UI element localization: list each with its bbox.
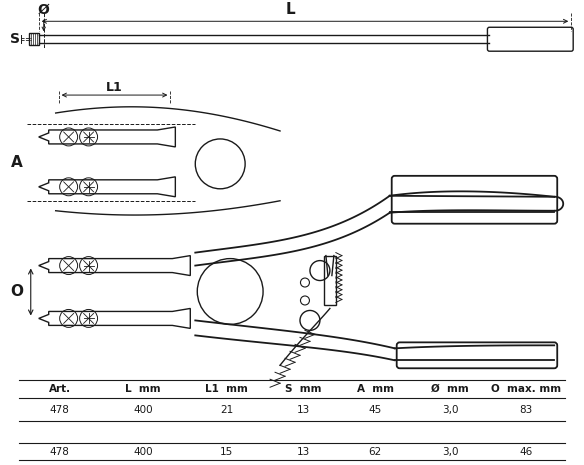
Text: 62: 62 (369, 446, 382, 457)
Text: 400: 400 (133, 446, 153, 457)
Text: 400: 400 (133, 405, 153, 415)
Text: L: L (285, 2, 295, 17)
Text: 13: 13 (296, 446, 310, 457)
Text: O  max. mm: O max. mm (491, 384, 561, 394)
Text: L1: L1 (106, 80, 123, 93)
Text: Art.: Art. (48, 384, 71, 394)
Text: S: S (10, 32, 20, 46)
Text: 3,0: 3,0 (442, 405, 458, 415)
Text: 46: 46 (520, 446, 533, 457)
Text: 15: 15 (220, 446, 234, 457)
Text: 83: 83 (520, 405, 533, 415)
Text: S  mm: S mm (285, 384, 321, 394)
Text: 478: 478 (50, 446, 69, 457)
Text: L1  mm: L1 mm (205, 384, 248, 394)
Text: Ø: Ø (38, 2, 50, 16)
Text: A  mm: A mm (357, 384, 394, 394)
Text: O: O (11, 284, 23, 299)
Text: A: A (11, 155, 23, 170)
Text: 3,0: 3,0 (442, 446, 458, 457)
Text: Ø  mm: Ø mm (431, 384, 469, 394)
Text: 13: 13 (296, 405, 310, 415)
Text: L  mm: L mm (125, 384, 161, 394)
Text: 45: 45 (369, 405, 382, 415)
Text: 21: 21 (220, 405, 234, 415)
Text: 478: 478 (50, 405, 69, 415)
